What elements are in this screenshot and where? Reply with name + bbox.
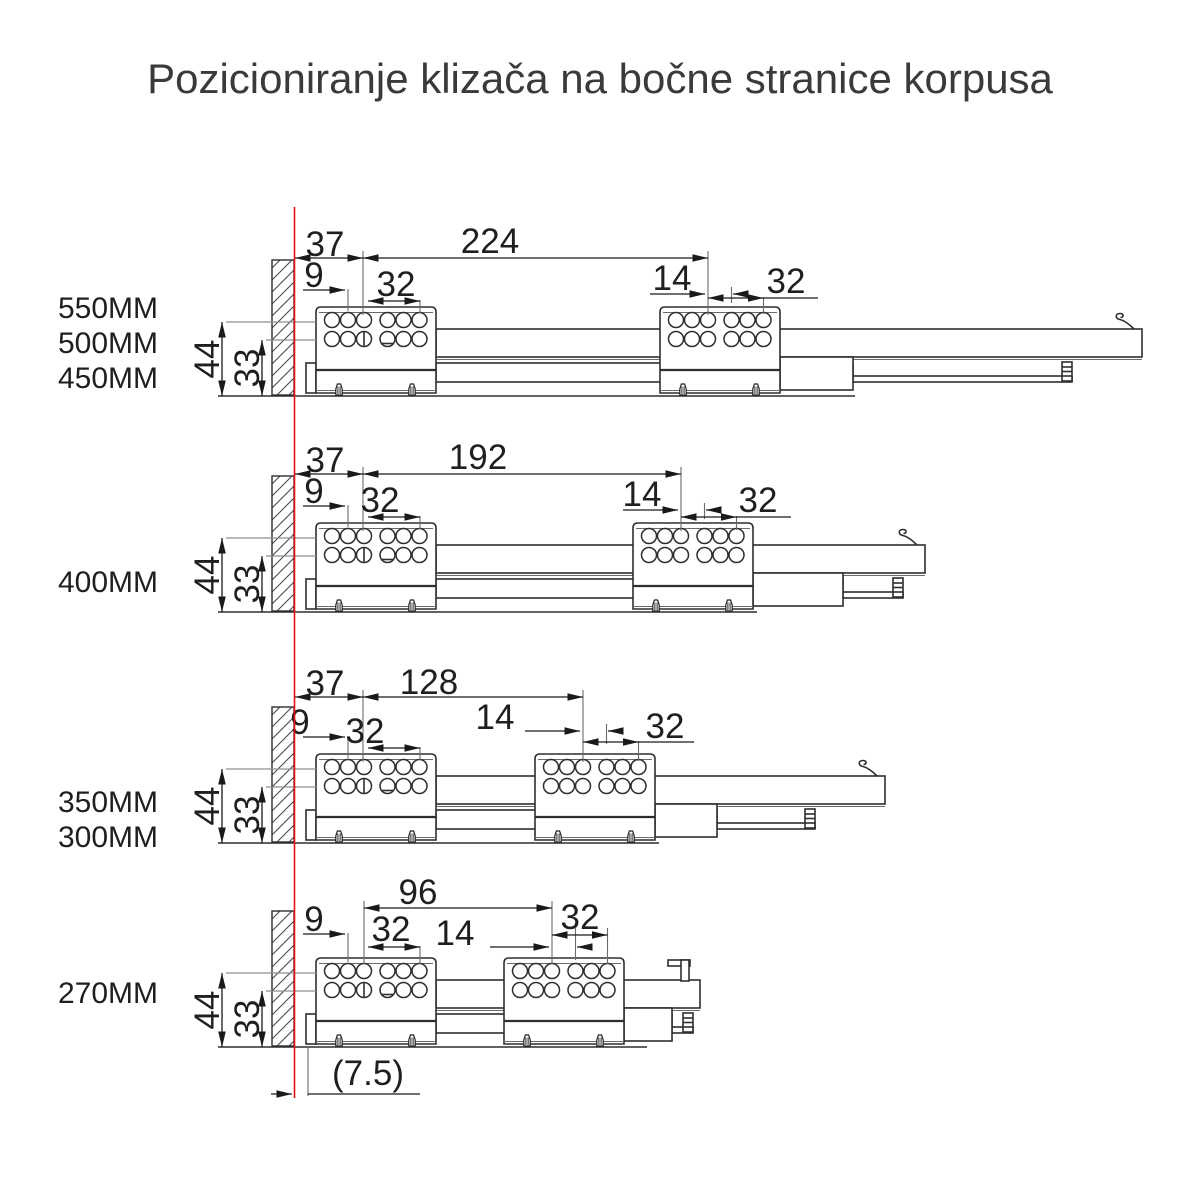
dim-rear-offset: 14 [476, 698, 515, 737]
dim-screw-inset: 9 [304, 900, 323, 939]
slide-assembly [306, 958, 701, 1046]
rear-bracket [535, 754, 655, 842]
rail-end-clip [1061, 361, 1073, 382]
dim-rear-offset: 14 [653, 259, 692, 298]
dim-front-offset: 37 [306, 441, 345, 480]
slide-assembly [306, 307, 1143, 395]
dimensions: 37 224 9 32 14 32 44 33 [188, 222, 818, 396]
dimensions: 37 128 9 32 14 32 44 33 [188, 663, 694, 843]
front-bracket [306, 754, 436, 842]
rail-end-clip [804, 808, 816, 829]
dimensions: 96 9 32 14 32 44 33 (7.5) [188, 873, 609, 1098]
dim-total-height: 44 [188, 556, 227, 595]
lower-rail-tail [716, 822, 816, 830]
rail-hook [898, 528, 918, 546]
upper-rail [435, 328, 1143, 358]
dim-front-offset: 37 [306, 225, 345, 264]
dim-lower-height: 33 [228, 565, 267, 604]
inner-member [623, 1007, 673, 1042]
slide-assembly [306, 754, 886, 842]
lower-rail-tail [852, 375, 1073, 383]
dim-rear-hole-pitch: 32 [646, 707, 685, 746]
rear-bracket [504, 958, 624, 1046]
dim-screw-inset: 9 [304, 256, 323, 295]
front-bracket [306, 958, 436, 1046]
dimensions: 37 192 9 32 14 32 44 33 [188, 438, 791, 612]
dim-lower-height: 33 [228, 1000, 267, 1039]
dim-span: 224 [461, 222, 519, 261]
dim-span: 128 [400, 663, 458, 702]
rail-hook [858, 759, 878, 777]
dim-front-gap: (7.5) [332, 1054, 404, 1093]
dim-rear-offset: 14 [436, 914, 475, 953]
rail-hook [667, 959, 691, 982]
size-label: 300MM [58, 821, 158, 854]
cabinet-side-panel [271, 910, 295, 1047]
dim-hole-pitch: 32 [346, 712, 385, 751]
size-label: 500MM [58, 327, 158, 360]
size-label: 350MM [58, 786, 158, 819]
diagram-row-400: 400MM [58, 438, 926, 613]
dim-lower-height: 33 [228, 796, 267, 835]
dim-lower-height: 33 [228, 349, 267, 388]
dim-rear-hole-pitch: 32 [767, 262, 806, 301]
page-title: Pozicioniranje klizača na bočne stranice… [147, 55, 1053, 102]
inner-member [779, 356, 854, 391]
inner-member [752, 572, 844, 607]
dim-hole-pitch: 32 [372, 910, 411, 949]
dim-span: 192 [449, 438, 507, 477]
cabinet-side-panel [271, 475, 295, 612]
diagram-row-550-500-450: 550MM 500MM 450MM [58, 222, 1143, 397]
inner-member [654, 803, 718, 838]
rail-end-clip [682, 1012, 694, 1033]
dim-hole-pitch: 32 [377, 265, 416, 304]
dim-screw-inset: 9 [304, 472, 323, 511]
size-label: 550MM [58, 292, 158, 325]
cabinet-side-panel [271, 259, 295, 396]
dim-hole-pitch: 32 [361, 481, 400, 520]
rear-bracket [633, 523, 753, 611]
slide-assembly [306, 523, 926, 611]
dim-rear-offset: 14 [623, 475, 662, 514]
dim-total-height: 44 [188, 991, 227, 1030]
front-bracket [306, 523, 436, 611]
size-label: 270MM [58, 977, 158, 1010]
upper-rail [435, 775, 886, 805]
dim-rear-hole-pitch: 32 [739, 481, 778, 520]
rear-bracket [660, 307, 780, 395]
dim-total-height: 44 [188, 787, 227, 826]
dim-total-height: 44 [188, 340, 227, 379]
dim-front-offset: 37 [306, 664, 345, 703]
dim-rear-hole-pitch: 32 [561, 898, 600, 937]
diagram-row-350-300: 350MM 300MM [58, 663, 886, 854]
size-label: 450MM [58, 362, 158, 395]
rail-end-clip [892, 577, 904, 598]
dim-span: 96 [399, 873, 438, 912]
diagram-row-270: 270MM [58, 873, 701, 1098]
rail-hook [1115, 312, 1135, 330]
size-label: 400MM [58, 566, 158, 599]
front-bracket [306, 307, 436, 395]
dim-screw-inset: 9 [290, 703, 309, 742]
